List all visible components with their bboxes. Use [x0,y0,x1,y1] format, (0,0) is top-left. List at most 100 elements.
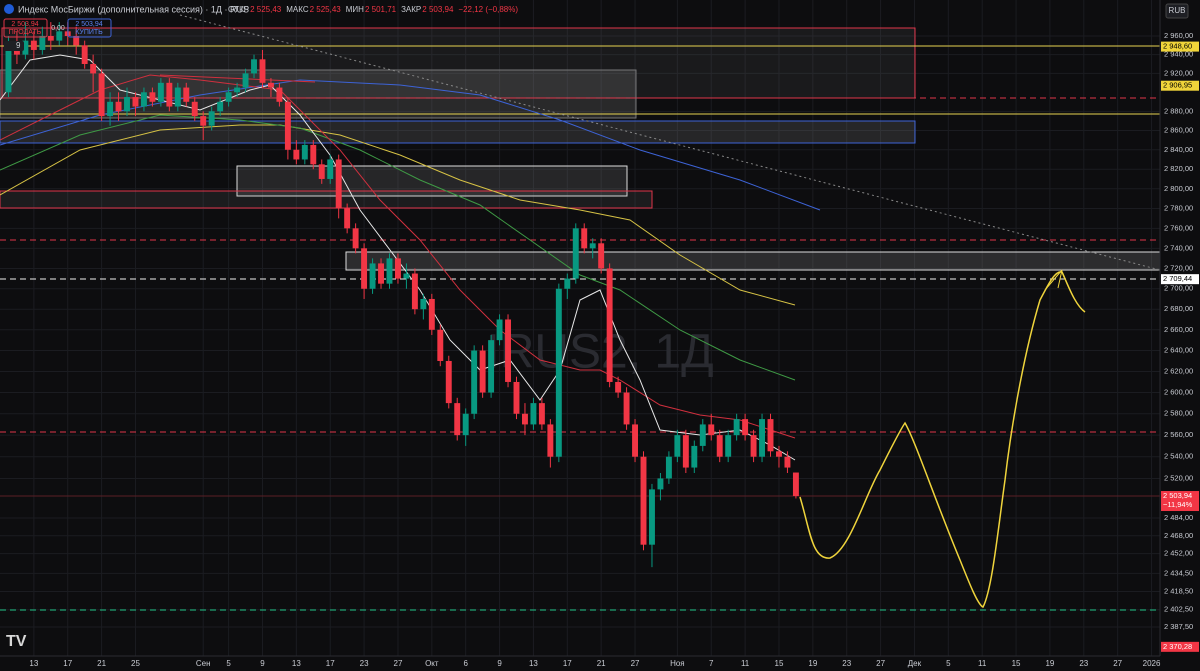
y-tick-label: 2 452,00 [1164,549,1193,558]
x-tick-label: 17 [563,659,572,668]
candle-body [90,63,97,74]
y-tick-label: 2 560,00 [1164,430,1193,439]
candle-body [759,419,766,457]
candle-body [403,273,410,279]
candle-body [665,456,672,479]
candle-body [496,319,503,341]
legend-key: МИН [346,5,364,14]
y-tick-label: 2 680,00 [1164,304,1193,313]
candle-body [217,101,224,112]
candle-body [513,381,520,414]
buy-button[interactable] [67,18,112,38]
candle-body [132,97,139,107]
candle-body [200,116,207,126]
candle-body [98,73,105,117]
y-tick-label: 2 780,00 [1164,203,1193,212]
buy-label[interactable]: КУПИТЬ [75,29,103,36]
candle-body [581,228,588,249]
x-tick-label: 23 [842,659,851,668]
x-tick-label: 13 [292,659,301,668]
candle-body [166,82,173,107]
x-axis: 13 17 21 25 Сен 5 9 13 17 23 27 Окт 6 9 13 17 21 27 Ноя 7 11… [29,659,1161,668]
candle-body [632,424,638,457]
y-tick-label: 2 760,00 [1164,223,1193,232]
candle-body [691,445,698,468]
candle-body [445,360,452,404]
candle-body [547,424,554,457]
candle-body [293,149,300,160]
y-tick-label: 2 484,00 [1164,513,1193,522]
price-label: 2 948,60 [1163,42,1192,51]
candle-body [30,40,37,50]
x-tick-label: Окт [425,659,439,668]
candle-body [572,228,579,279]
price-label: 2 503,94 [1163,491,1192,500]
candle-body [420,298,427,310]
candle-body [318,164,325,179]
sell-label[interactable]: ПРОДАТЬ [9,29,42,36]
x-tick-label: 7 [709,659,714,668]
x-tick-label: 9 [497,659,502,668]
x-tick-label: 27 [876,659,885,668]
x-tick-label: 9 [260,659,265,668]
y-axis: 2 960,00 2 940,00 2 920,00 2 880,00 2 860,00… [1164,31,1193,631]
candle-body [649,489,655,545]
candle-body [725,435,732,457]
candle-body [657,478,664,490]
indicator-toggle[interactable] [4,41,24,51]
x-tick-label: Сен [196,659,211,668]
candle-body [225,92,232,102]
price-label-box [1161,274,1199,285]
candle-body [140,92,147,107]
y-tick-label: 2 720,00 [1164,263,1193,272]
legend-change: −22,12 (−0,88%) [458,5,518,14]
candle-body [411,273,418,310]
indicator-count[interactable]: 9 [16,41,21,50]
logo: TV [6,633,27,650]
candle-body [530,403,537,425]
candle-body [107,101,114,117]
y-tick-label: 2 880,00 [1164,106,1193,115]
candle-body [792,472,799,497]
x-tick-label: 2026 [1143,659,1161,668]
y-tick-label: 2 580,00 [1164,409,1193,418]
candle-body [47,35,54,41]
candle-body [124,97,130,112]
x-tick-label: Дек [908,659,922,668]
title: Индекс МосБиржи (дополнительная сессия) … [18,4,249,14]
sell-price[interactable]: 2 503,94 [11,21,38,28]
drawings [0,14,1161,611]
y-tick-label: 2 660,00 [1164,325,1193,334]
sell-button[interactable] [3,18,48,38]
candle-body [640,456,647,545]
candle-body [208,111,215,126]
y-tick-label: 2 860,00 [1164,125,1193,134]
y-tick-label: 2 402,50 [1164,605,1193,614]
candle-body [310,144,317,165]
y-tick-label: 2 600,00 [1164,388,1193,397]
x-tick-label: 6 [463,659,468,668]
candle-body [505,319,511,382]
x-tick-label: 21 [97,659,106,668]
candle-body [344,208,351,229]
y-tick-label: 2 418,50 [1164,586,1193,595]
currency[interactable]: RUB [1169,6,1186,15]
y-tick-label: 2 540,00 [1164,452,1193,461]
candle-body [284,101,291,150]
x-tick-label: 15 [775,659,784,668]
watermark: IRUS2, 1Д [486,326,713,379]
candle-body [394,258,401,279]
y-tick-label: 2 800,00 [1164,184,1193,193]
buy-price[interactable]: 2 503,94 [75,21,102,28]
candle-body [115,101,122,112]
x-tick-label: 23 [1079,659,1088,668]
price-label: 2 370,28 [1163,642,1192,651]
y-tick-label: 2 468,00 [1164,531,1193,540]
legend-key: МАКС [286,5,309,14]
x-tick-label: 19 [808,659,817,668]
x-tick-label: 11 [741,659,750,668]
currency-box[interactable] [1165,3,1189,19]
y-tick-label: 2 940,00 [1164,50,1193,59]
